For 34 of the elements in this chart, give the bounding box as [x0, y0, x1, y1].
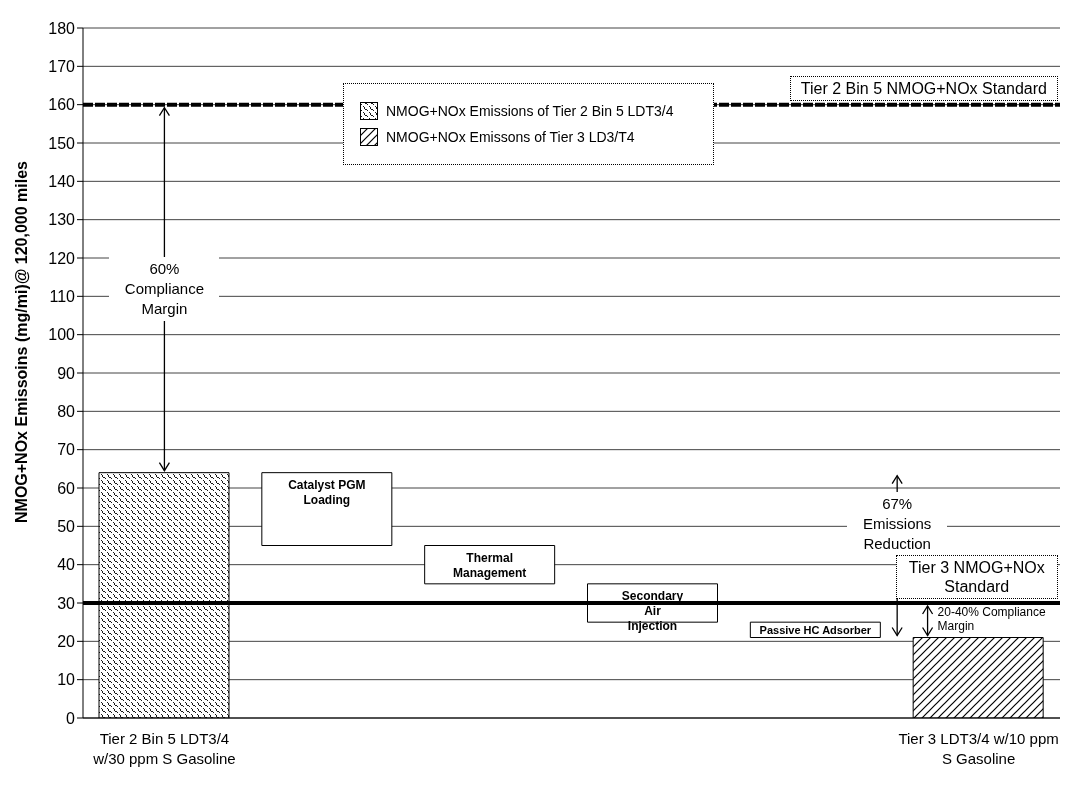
x-tick-label: Tier 2 Bin 5 LDT3/4 w/30 ppm S Gasoline [92, 730, 236, 767]
y-tick-label: 40 [57, 556, 76, 574]
x-tick-label: Thermal Management [452, 550, 527, 580]
y-tick-label: 100 [48, 326, 76, 344]
y-tick-label: 10 [57, 671, 76, 689]
y-tick-label: 80 [57, 403, 76, 421]
y-axis-title: NMOG+NOx Emissoins (mg/mi)@ 120,000 miles [12, 160, 30, 523]
x-tick-label: Catalyst PGM Loading [288, 477, 366, 507]
y-tick-label: 60 [57, 479, 76, 497]
ref-line-label: Tier 3 NMOG+NOx Standard [895, 555, 1058, 599]
y-tick-label: 170 [48, 58, 76, 76]
y-tick-label: 90 [57, 364, 76, 382]
y-tick-label: 110 [49, 288, 76, 306]
annotation: 67% Emissions Reduction [847, 491, 948, 556]
y-tick-label: 20 [57, 633, 76, 651]
x-tick-label: Secondary Air Injection [621, 588, 684, 633]
bar [261, 472, 393, 546]
y-tick-label: 30 [57, 594, 76, 612]
ref-line-label: Tier 2 Bin 5 NMOG+NOx Standard [789, 75, 1058, 101]
legend-label: NMOG+NOx Emissons of Tier 3 LD3/T4 [385, 128, 636, 146]
y-tick-label: 150 [48, 134, 76, 152]
x-tick-label: Passive HC Adsorber [759, 623, 872, 636]
y-tick-label: 50 [57, 518, 76, 536]
x-tick-label: Tier 3 LDT3/4 w/10 ppm S Gasoline [898, 730, 1059, 767]
annotation: 20-40% Compliance Margin [937, 605, 1047, 634]
y-tick-label: 0 [66, 709, 76, 727]
legend-label: NMOG+NOx Emissions of Tier 2 Bin 5 LDT3/4 [385, 102, 674, 120]
y-tick-label: 120 [48, 249, 76, 267]
y-tick-label: 140 [48, 173, 76, 191]
y-tick-label: 130 [48, 211, 76, 229]
y-tick-label: 180 [48, 19, 76, 37]
y-tick-label: 70 [57, 441, 76, 459]
y-tick-label: 160 [48, 96, 76, 114]
annotation: 60% Compliance Margin [109, 256, 220, 321]
